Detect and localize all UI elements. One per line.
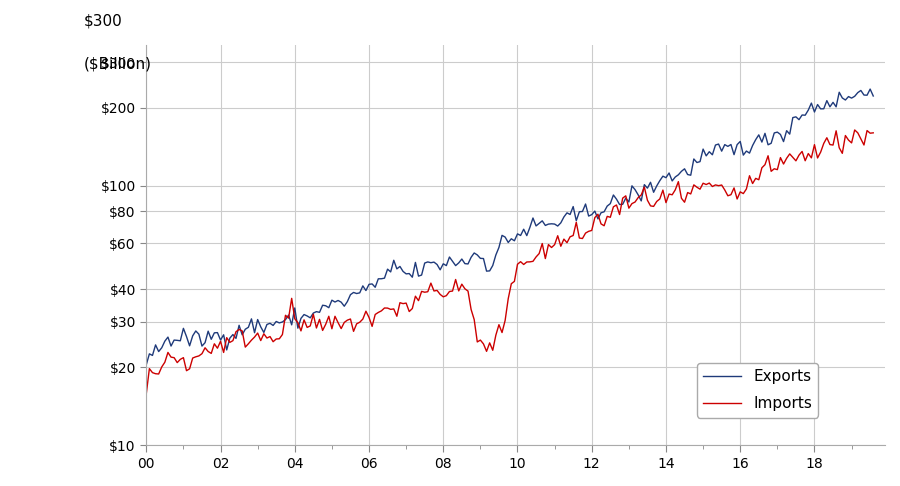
- Imports: [868, 130, 878, 136]
- Exports: [865, 86, 876, 92]
- Imports: [534, 251, 544, 257]
- Exports: [435, 267, 446, 273]
- Imports: [435, 292, 446, 297]
- Imports: [850, 127, 860, 133]
- Exports: [422, 259, 433, 265]
- Exports: [723, 143, 734, 149]
- Imports: [422, 289, 433, 295]
- Text: $300: $300: [84, 14, 122, 29]
- Legend: Exports, Imports: Exports, Imports: [697, 363, 818, 417]
- Imports: [206, 350, 217, 356]
- Exports: [534, 221, 544, 226]
- Imports: [141, 391, 152, 397]
- Exports: [868, 93, 878, 99]
- Exports: [206, 336, 217, 342]
- Text: ($Billion): ($Billion): [84, 57, 151, 72]
- Imports: [676, 195, 687, 201]
- Imports: [723, 193, 734, 199]
- Exports: [676, 168, 687, 174]
- Exports: [141, 362, 152, 367]
- Line: Imports: Imports: [147, 130, 873, 394]
- Line: Exports: Exports: [147, 89, 873, 364]
